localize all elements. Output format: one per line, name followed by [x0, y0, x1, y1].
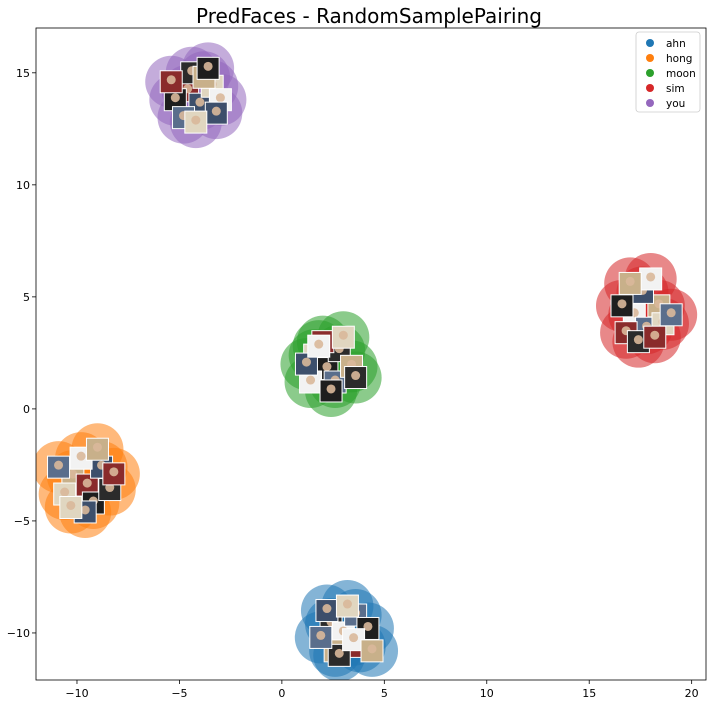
axes: −10 −5 0 5 10 15 20 −10 −5 0 5 10 15 — [7, 27, 707, 700]
face-mark — [306, 375, 316, 385]
face-mark — [82, 478, 92, 488]
face-mark — [54, 460, 64, 470]
face-mark — [166, 75, 176, 85]
face-mark — [211, 106, 221, 116]
legend-label-you: you — [666, 98, 685, 110]
x-tick-label: −5 — [171, 687, 187, 700]
face-mark — [195, 97, 205, 107]
y-tick-label: 0 — [23, 403, 30, 416]
y-tick-label: 5 — [23, 291, 30, 304]
face-mark — [326, 384, 336, 394]
face-mark — [203, 61, 213, 71]
face-mark — [617, 299, 627, 309]
y-tick-label: −5 — [14, 515, 30, 528]
face-mark — [76, 451, 86, 461]
face-mark — [349, 633, 359, 643]
legend-label-moon: moon — [666, 68, 696, 80]
plot-area — [36, 42, 698, 680]
x-tick-label: 15 — [582, 687, 596, 700]
plot-frame — [35, 27, 707, 681]
x-tick-label: 0 — [278, 687, 285, 700]
x-tick-label: 10 — [480, 687, 494, 700]
face-mark — [367, 644, 377, 654]
face-mark — [666, 308, 676, 318]
legend-label-ahn: ahn — [666, 38, 686, 50]
face-mark — [322, 604, 332, 614]
face-mark — [191, 115, 201, 125]
face-mark — [322, 362, 332, 372]
face-mark — [170, 93, 180, 103]
x-tick-label: 20 — [685, 687, 699, 700]
face-mark — [301, 357, 311, 367]
y-tick-label: −10 — [7, 627, 30, 640]
face-mark — [66, 500, 76, 510]
face-mark — [215, 93, 225, 103]
legend-marker-moon — [646, 69, 654, 77]
face-mark — [80, 505, 90, 515]
face-mark — [334, 648, 344, 658]
legend-box — [635, 31, 701, 113]
face-mark — [342, 599, 352, 609]
face-mark — [646, 272, 656, 282]
face-mark — [109, 467, 119, 477]
legend-marker-sim — [646, 84, 654, 92]
legend-marker-hong — [646, 54, 654, 62]
y-tick-label: 15 — [16, 67, 30, 80]
y-tick-label: 10 — [16, 179, 30, 192]
face-mark — [351, 371, 361, 381]
legend: ahn hong moon sim you — [635, 31, 701, 113]
face-mark — [60, 487, 70, 497]
face-mark — [68, 469, 78, 479]
x-tick-label: −10 — [65, 687, 88, 700]
face-mark — [92, 442, 102, 452]
face-mark — [650, 330, 660, 340]
legend-label-hong: hong — [666, 53, 692, 65]
x-tick-label: 5 — [381, 687, 388, 700]
legend-label-sim: sim — [666, 83, 685, 95]
face-mark — [316, 630, 326, 640]
chart-title: PredFaces - RandomSamplePairing — [196, 4, 542, 28]
face-mark — [338, 330, 348, 340]
face-mark — [633, 335, 643, 345]
face-mark — [314, 339, 324, 349]
legend-marker-you — [646, 99, 654, 107]
face-mark — [363, 621, 373, 631]
face-mark — [625, 276, 635, 286]
legend-marker-ahn — [646, 39, 654, 47]
